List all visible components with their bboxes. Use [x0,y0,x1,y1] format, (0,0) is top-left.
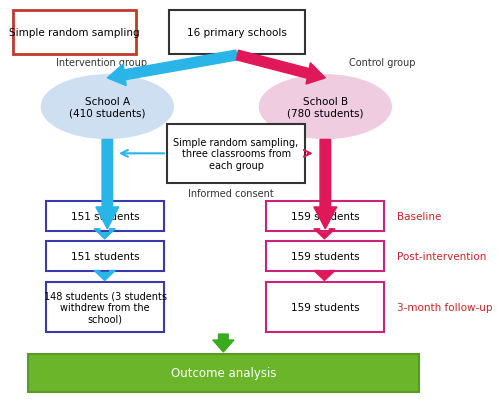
Text: Baseline: Baseline [398,211,442,221]
Text: 3-month follow-up: 3-month follow-up [398,302,493,312]
Text: School B
(780 students): School B (780 students) [287,97,364,118]
Text: School A
(410 students): School A (410 students) [69,97,146,118]
Ellipse shape [260,76,391,139]
Bar [266,283,384,332]
Text: Outcome analysis: Outcome analysis [171,367,276,379]
FancyArrow shape [236,51,326,85]
FancyArrow shape [94,271,115,281]
Text: Simple random sampling,
three classrooms from
each group: Simple random sampling, three classrooms… [174,138,298,170]
Bar [28,354,419,392]
Text: 159 students: 159 students [290,302,359,312]
Text: Informed consent: Informed consent [188,188,274,198]
Text: 159 students: 159 students [290,251,359,261]
FancyArrow shape [96,140,119,229]
FancyArrow shape [108,51,237,86]
Text: Simple random sampling: Simple random sampling [10,28,140,38]
FancyArrow shape [94,229,115,239]
Bar [167,124,305,184]
Bar [266,241,384,271]
Text: 151 students: 151 students [71,211,140,221]
FancyArrow shape [314,229,335,239]
Ellipse shape [42,76,173,139]
Bar [169,11,305,55]
Bar [46,283,164,332]
Text: 159 students: 159 students [290,211,359,221]
Text: Control group: Control group [349,58,416,68]
Bar [46,241,164,271]
Bar [46,201,164,231]
Bar [14,11,136,55]
Text: 151 students: 151 students [71,251,140,261]
Text: Intervention group: Intervention group [56,58,147,68]
FancyArrow shape [213,334,234,352]
Text: Post-intervention: Post-intervention [398,251,487,261]
Text: 16 primary schools: 16 primary schools [187,28,287,38]
Text: 148 students (3 students
withdrew from the
school): 148 students (3 students withdrew from t… [44,291,166,324]
Bar [266,201,384,231]
FancyArrow shape [314,140,336,229]
FancyArrow shape [314,271,335,281]
